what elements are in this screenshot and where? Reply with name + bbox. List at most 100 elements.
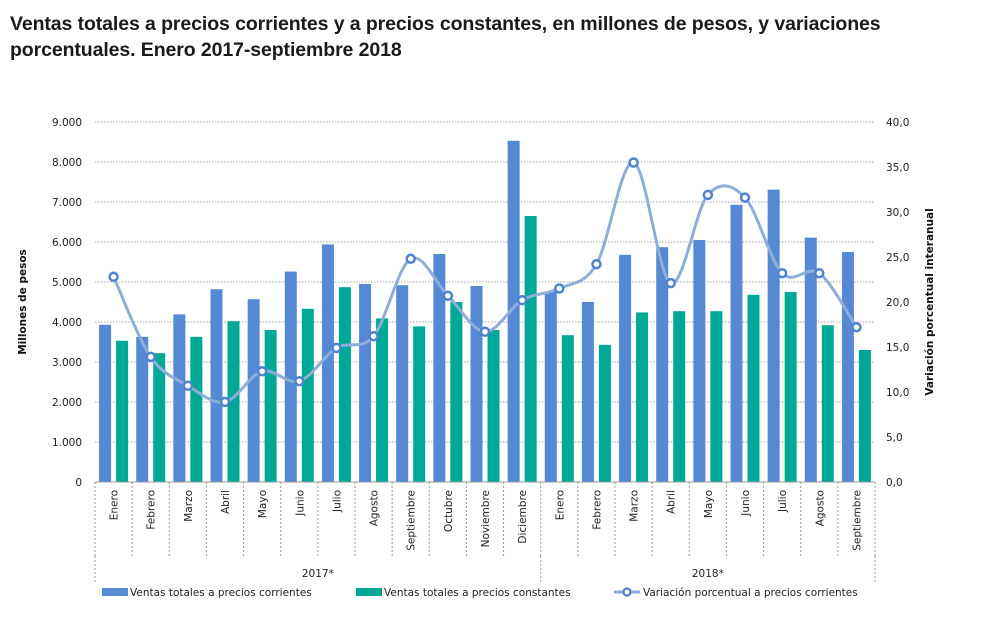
chart-title: Ventas totales a precios corrientes y a … [10, 13, 881, 61]
legend-item-variacion[interactable]: Variación porcentual a precios corriente… [614, 587, 858, 599]
x-tick-label: Enero [109, 490, 121, 520]
x-tick-label: Diciembre [517, 490, 529, 544]
bar-constantes [598, 344, 611, 482]
bar-constantes [301, 308, 314, 482]
y-tick-label: 9.000 [52, 117, 82, 129]
bar-corrientes [396, 285, 409, 482]
x-tick-label: Febrero [591, 490, 603, 530]
variation-point [628, 157, 639, 168]
x-tick-label: Junio [294, 490, 306, 517]
x-tick-label: Marzo [629, 490, 641, 522]
x-tick-label: Octubre [443, 490, 455, 532]
variation-point [665, 277, 676, 289]
bar-constantes [710, 311, 723, 482]
variation-point [182, 380, 194, 391]
x-tick-label: Abril [220, 490, 232, 514]
variation-point [554, 283, 565, 294]
bar-constantes [561, 335, 574, 482]
y2-tick-label: 5,0 [886, 432, 903, 444]
x-tick-label: Agosto [814, 490, 826, 526]
y2-tick-label: 25,0 [886, 252, 909, 264]
x-tick-label: Julio [777, 490, 789, 513]
legend-swatch-corrientes [102, 588, 128, 596]
bar-constantes [747, 294, 760, 482]
bar-corrientes [99, 324, 112, 482]
y2-tick-label: 20,0 [886, 297, 909, 309]
bar-corrientes [693, 240, 706, 482]
legend-label-constantes: Ventas totales a precios constantes [384, 587, 571, 599]
bar-constantes [376, 318, 389, 482]
y2-tick-label: 40,0 [886, 117, 909, 129]
bar-corrientes [619, 254, 632, 482]
y-tick-label: 7.000 [52, 197, 82, 209]
bar-constantes [821, 325, 834, 482]
variation-point [405, 253, 416, 265]
bar-constantes [190, 336, 203, 482]
bar-constantes [858, 350, 871, 482]
legend-swatch-constantes [356, 588, 382, 596]
bar-constantes [487, 330, 500, 482]
legend-item-constantes[interactable]: Ventas totales a precios constantes [356, 587, 571, 599]
y2-tick-label: 35,0 [886, 162, 909, 174]
x-tick-label: Mayo [257, 490, 269, 518]
legend-marker-variacion [622, 587, 632, 597]
x-tick-label: Julio [331, 490, 343, 513]
bars [99, 140, 871, 483]
bar-constantes [524, 216, 537, 482]
bar-constantes [450, 302, 463, 482]
variation-point [739, 192, 751, 203]
variation-point [108, 271, 119, 283]
bar-corrientes [804, 237, 817, 482]
y-tick-label: 2.000 [52, 397, 82, 409]
x-tick-label: Septiembre [851, 490, 863, 551]
variation-point [219, 396, 231, 408]
legend: Ventas totales a precios corrientes Vent… [102, 587, 858, 599]
x-tick-label: Mayo [703, 490, 715, 518]
variation-point [814, 267, 825, 279]
y-tick-label: 4.000 [52, 317, 82, 329]
variation-line [108, 157, 862, 408]
y-tick-label: 8.000 [52, 157, 82, 169]
bar-corrientes [470, 286, 483, 482]
variation-point [256, 366, 268, 377]
bar-constantes [227, 321, 240, 482]
legend-label-variacion: Variación porcentual a precios corriente… [643, 587, 858, 599]
bar-corrientes [656, 247, 669, 482]
variation-point [145, 351, 156, 363]
x-group-label: 2017* [302, 568, 334, 580]
x-tick-label: Junio [740, 490, 752, 517]
variation-point [702, 189, 714, 201]
variation-point [442, 290, 454, 301]
x-tick-label: Febrero [146, 490, 158, 530]
variation-line-path [112, 161, 858, 404]
y-axis-right-ticks: 0,0 5,0 10,0 15,0 20,0 25,0 30,0 35,0 40,0 [886, 117, 909, 489]
bar-corrientes [544, 291, 557, 482]
y-tick-label: 0 [75, 477, 82, 489]
y-tick-label: 3.000 [52, 357, 82, 369]
variation-point [479, 326, 491, 337]
bar-constantes [338, 287, 351, 482]
bar-corrientes [284, 271, 297, 482]
x-tick-label: Marzo [183, 490, 195, 522]
y2-tick-label: 15,0 [886, 342, 909, 354]
bar-constantes [116, 340, 129, 482]
legend-label-corrientes: Ventas totales a precios corrientes [130, 587, 312, 599]
bar-corrientes [730, 204, 743, 483]
x-axis: Enero Febrero Marzo Abril Mayo Junio Julio Agos… [94, 481, 876, 582]
x-tick-label: Septiembre [406, 490, 418, 551]
bar-corrientes [433, 254, 446, 482]
bar-constantes [264, 330, 277, 482]
y-axis-left-ticks: 0 1.000 2.000 3.000 4.000 5.000 6.000 7.000 8.00… [52, 117, 82, 489]
bar-corrientes [247, 299, 260, 482]
bar-corrientes [581, 302, 594, 482]
legend-item-corrientes[interactable]: Ventas totales a precios corrientes [102, 587, 312, 599]
y2-tick-label: 30,0 [886, 207, 909, 219]
bar-corrientes [321, 244, 334, 482]
bar-corrientes [136, 336, 149, 482]
bar-corrientes [359, 284, 372, 482]
variation-point [294, 375, 305, 387]
bar-constantes [636, 312, 649, 482]
y-tick-label: 1.000 [52, 437, 82, 449]
variation-point [368, 330, 379, 342]
